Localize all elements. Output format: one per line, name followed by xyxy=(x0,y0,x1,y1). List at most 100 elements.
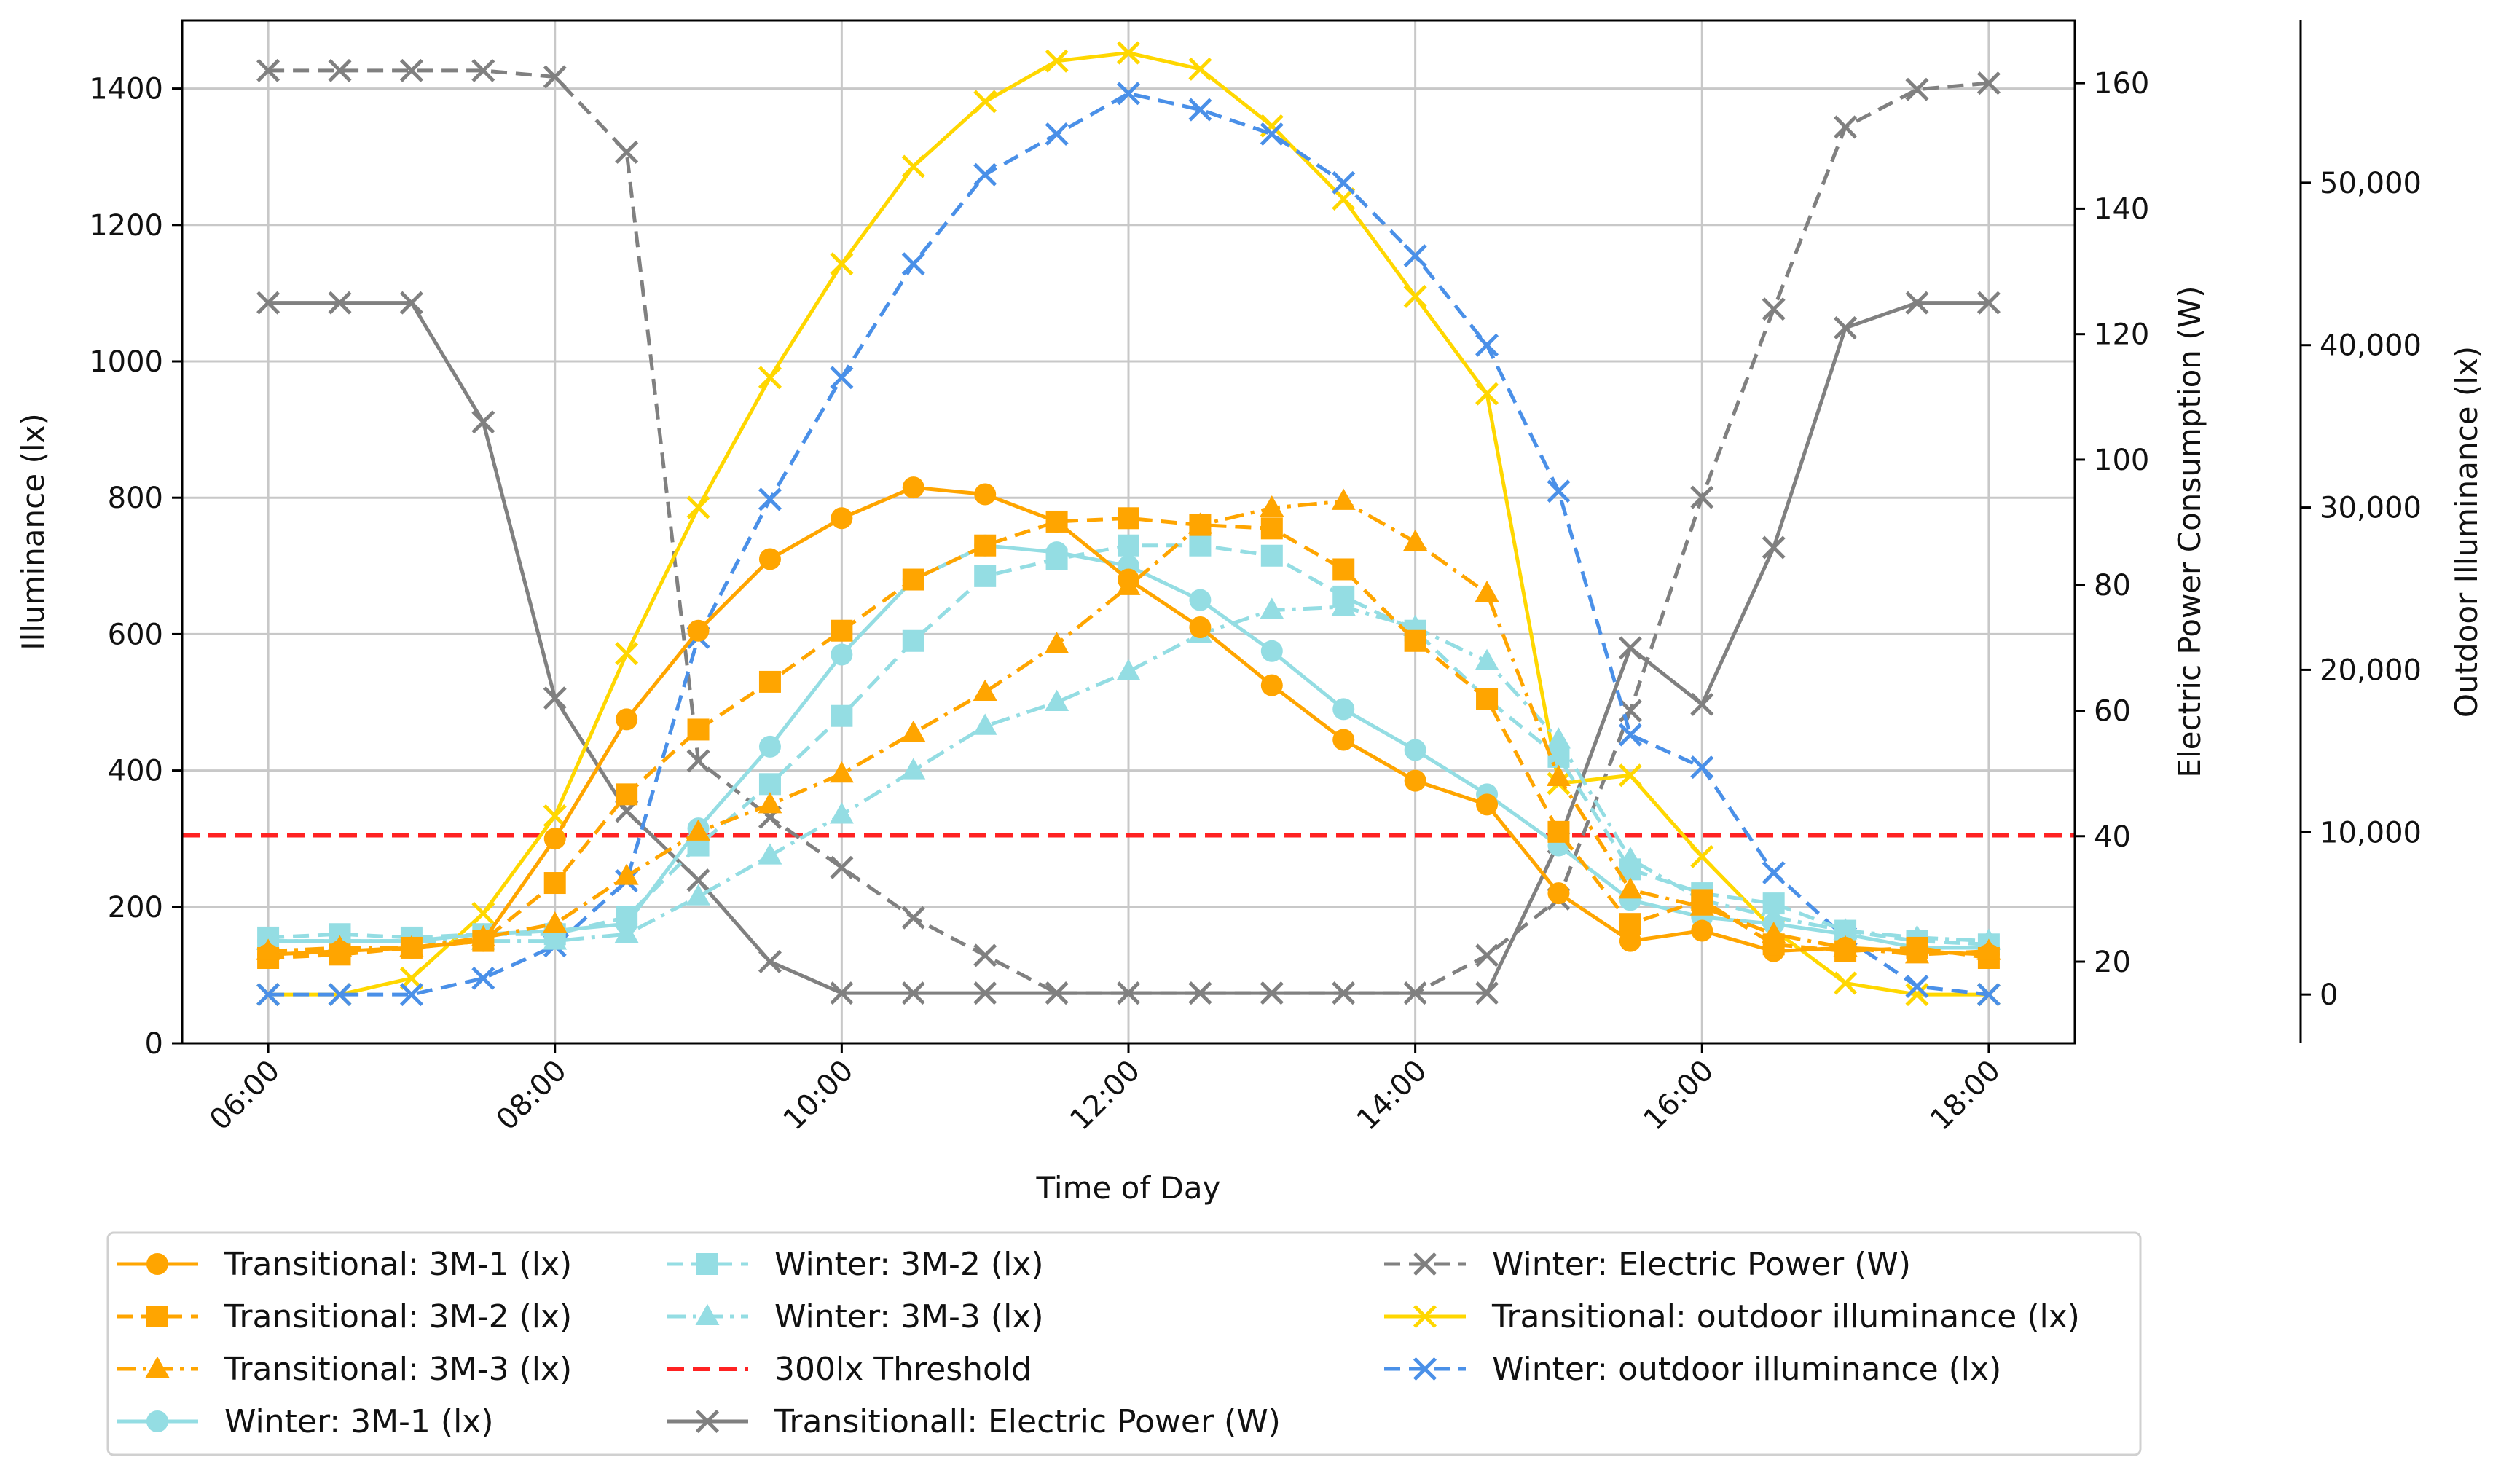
data-point xyxy=(1547,882,1570,905)
data-point xyxy=(1116,573,1141,595)
data-point xyxy=(1905,291,1929,315)
data-point xyxy=(1618,699,1642,723)
data-point xyxy=(614,863,639,885)
data-point xyxy=(1189,589,1212,611)
data-point xyxy=(614,921,639,943)
data-point xyxy=(1404,769,1426,792)
data-point xyxy=(471,966,495,990)
data-point xyxy=(831,507,853,530)
data-point xyxy=(328,935,352,957)
legend-label: Winter: 3M-2 (lx) xyxy=(774,1246,1044,1283)
data-point xyxy=(758,773,781,796)
data-point xyxy=(1618,636,1642,660)
data-point xyxy=(1619,913,1641,935)
data-point xyxy=(1260,544,1283,567)
data-point xyxy=(1045,510,1068,533)
data-point xyxy=(1905,974,1929,999)
data-point xyxy=(1188,57,1212,81)
y-tick-label-outer: 50,000 xyxy=(2320,167,2422,200)
data-point xyxy=(901,906,925,930)
data-point xyxy=(1689,894,1714,916)
y-tick-label-right: 120 xyxy=(2094,318,2149,352)
data-point xyxy=(1118,534,1139,557)
data-point xyxy=(145,1356,170,1378)
data-point xyxy=(1332,981,1356,1005)
data-point xyxy=(471,924,495,946)
data-point xyxy=(1260,122,1284,146)
data-point xyxy=(973,713,997,735)
y-tick-label-outer: 30,000 xyxy=(2320,492,2422,525)
data-point xyxy=(974,534,997,557)
data-point xyxy=(758,792,782,814)
data-point xyxy=(901,252,925,276)
data-point xyxy=(1905,77,1929,101)
data-point xyxy=(758,670,781,693)
data-point xyxy=(328,983,352,1007)
data-point xyxy=(830,981,854,1005)
data-point xyxy=(399,935,424,957)
data-point xyxy=(1045,689,1069,711)
data-point xyxy=(1260,640,1283,662)
data-point xyxy=(1332,558,1355,581)
y-tick-label-left: 800 xyxy=(108,482,163,515)
data-point xyxy=(1331,594,1356,616)
data-point xyxy=(687,718,710,741)
data-point xyxy=(616,783,638,806)
x-tick-label: 08:00 xyxy=(490,1054,573,1137)
legend-entry: Transitional: 3M-3 (lx) xyxy=(117,1351,572,1388)
y-tick-label-left: 400 xyxy=(108,755,163,788)
data-point xyxy=(686,819,711,841)
data-point xyxy=(1045,981,1069,1005)
data-point xyxy=(256,983,280,1007)
data-point xyxy=(830,855,854,879)
data-point xyxy=(695,1409,720,1434)
y-tick-label-right: 40 xyxy=(2094,820,2131,854)
y-axis-label-left: Illuminance (lx) xyxy=(15,413,51,650)
data-point xyxy=(1905,983,1929,1007)
data-point xyxy=(829,802,854,824)
x-tick-label: 10:00 xyxy=(777,1054,860,1137)
series-3 xyxy=(256,488,2001,964)
data-point xyxy=(146,1306,168,1327)
y-tick-label-right: 80 xyxy=(2094,569,2131,602)
data-point xyxy=(1762,535,1786,560)
data-point xyxy=(1260,517,1283,540)
data-point xyxy=(1834,971,1858,995)
y-tick-label-right: 20 xyxy=(2094,946,2131,979)
data-point xyxy=(1547,820,1570,843)
axes: 06:00 08:00 10:00 12:00 14:00 16:00 18:0002004… xyxy=(89,20,2422,1137)
data-point xyxy=(1691,919,1713,942)
data-point xyxy=(1833,918,1858,940)
data-point xyxy=(1188,98,1212,122)
legend-entry: Winter: 3M-1 (lx) xyxy=(117,1403,494,1440)
data-point xyxy=(543,928,568,950)
data-point xyxy=(1332,698,1355,721)
data-point xyxy=(1260,674,1283,696)
data-point xyxy=(615,642,639,666)
data-point xyxy=(901,758,926,780)
data-point xyxy=(1045,632,1069,653)
y-axis-label-right: Electric Power Consumption (W) xyxy=(2172,286,2207,777)
data-point xyxy=(1116,981,1141,1005)
data-point xyxy=(1188,981,1212,1005)
data-point xyxy=(1118,507,1139,530)
data-point xyxy=(543,686,567,710)
y-tick-label-right: 160 xyxy=(2094,67,2149,101)
legend-entry: 300lx Threshold xyxy=(667,1351,1032,1388)
data-point xyxy=(256,938,280,960)
data-point xyxy=(1189,616,1212,639)
legend-entry: Transitional: outdoor illuminance (lx) xyxy=(1384,1298,2080,1335)
data-point xyxy=(830,366,854,390)
data-point xyxy=(146,1410,168,1432)
data-point xyxy=(1976,938,2001,960)
data-point xyxy=(1834,316,1858,340)
data-point xyxy=(1476,688,1499,710)
data-point xyxy=(1475,943,1499,967)
data-point xyxy=(1976,983,2001,1007)
data-point xyxy=(399,58,423,82)
x-tick-label: 06:00 xyxy=(203,1054,286,1137)
y-tick-label-right: 140 xyxy=(2094,192,2149,226)
data-point xyxy=(696,1253,718,1275)
legend-label: Transitional: 3M-3 (lx) xyxy=(224,1351,572,1388)
data-point xyxy=(471,901,495,925)
